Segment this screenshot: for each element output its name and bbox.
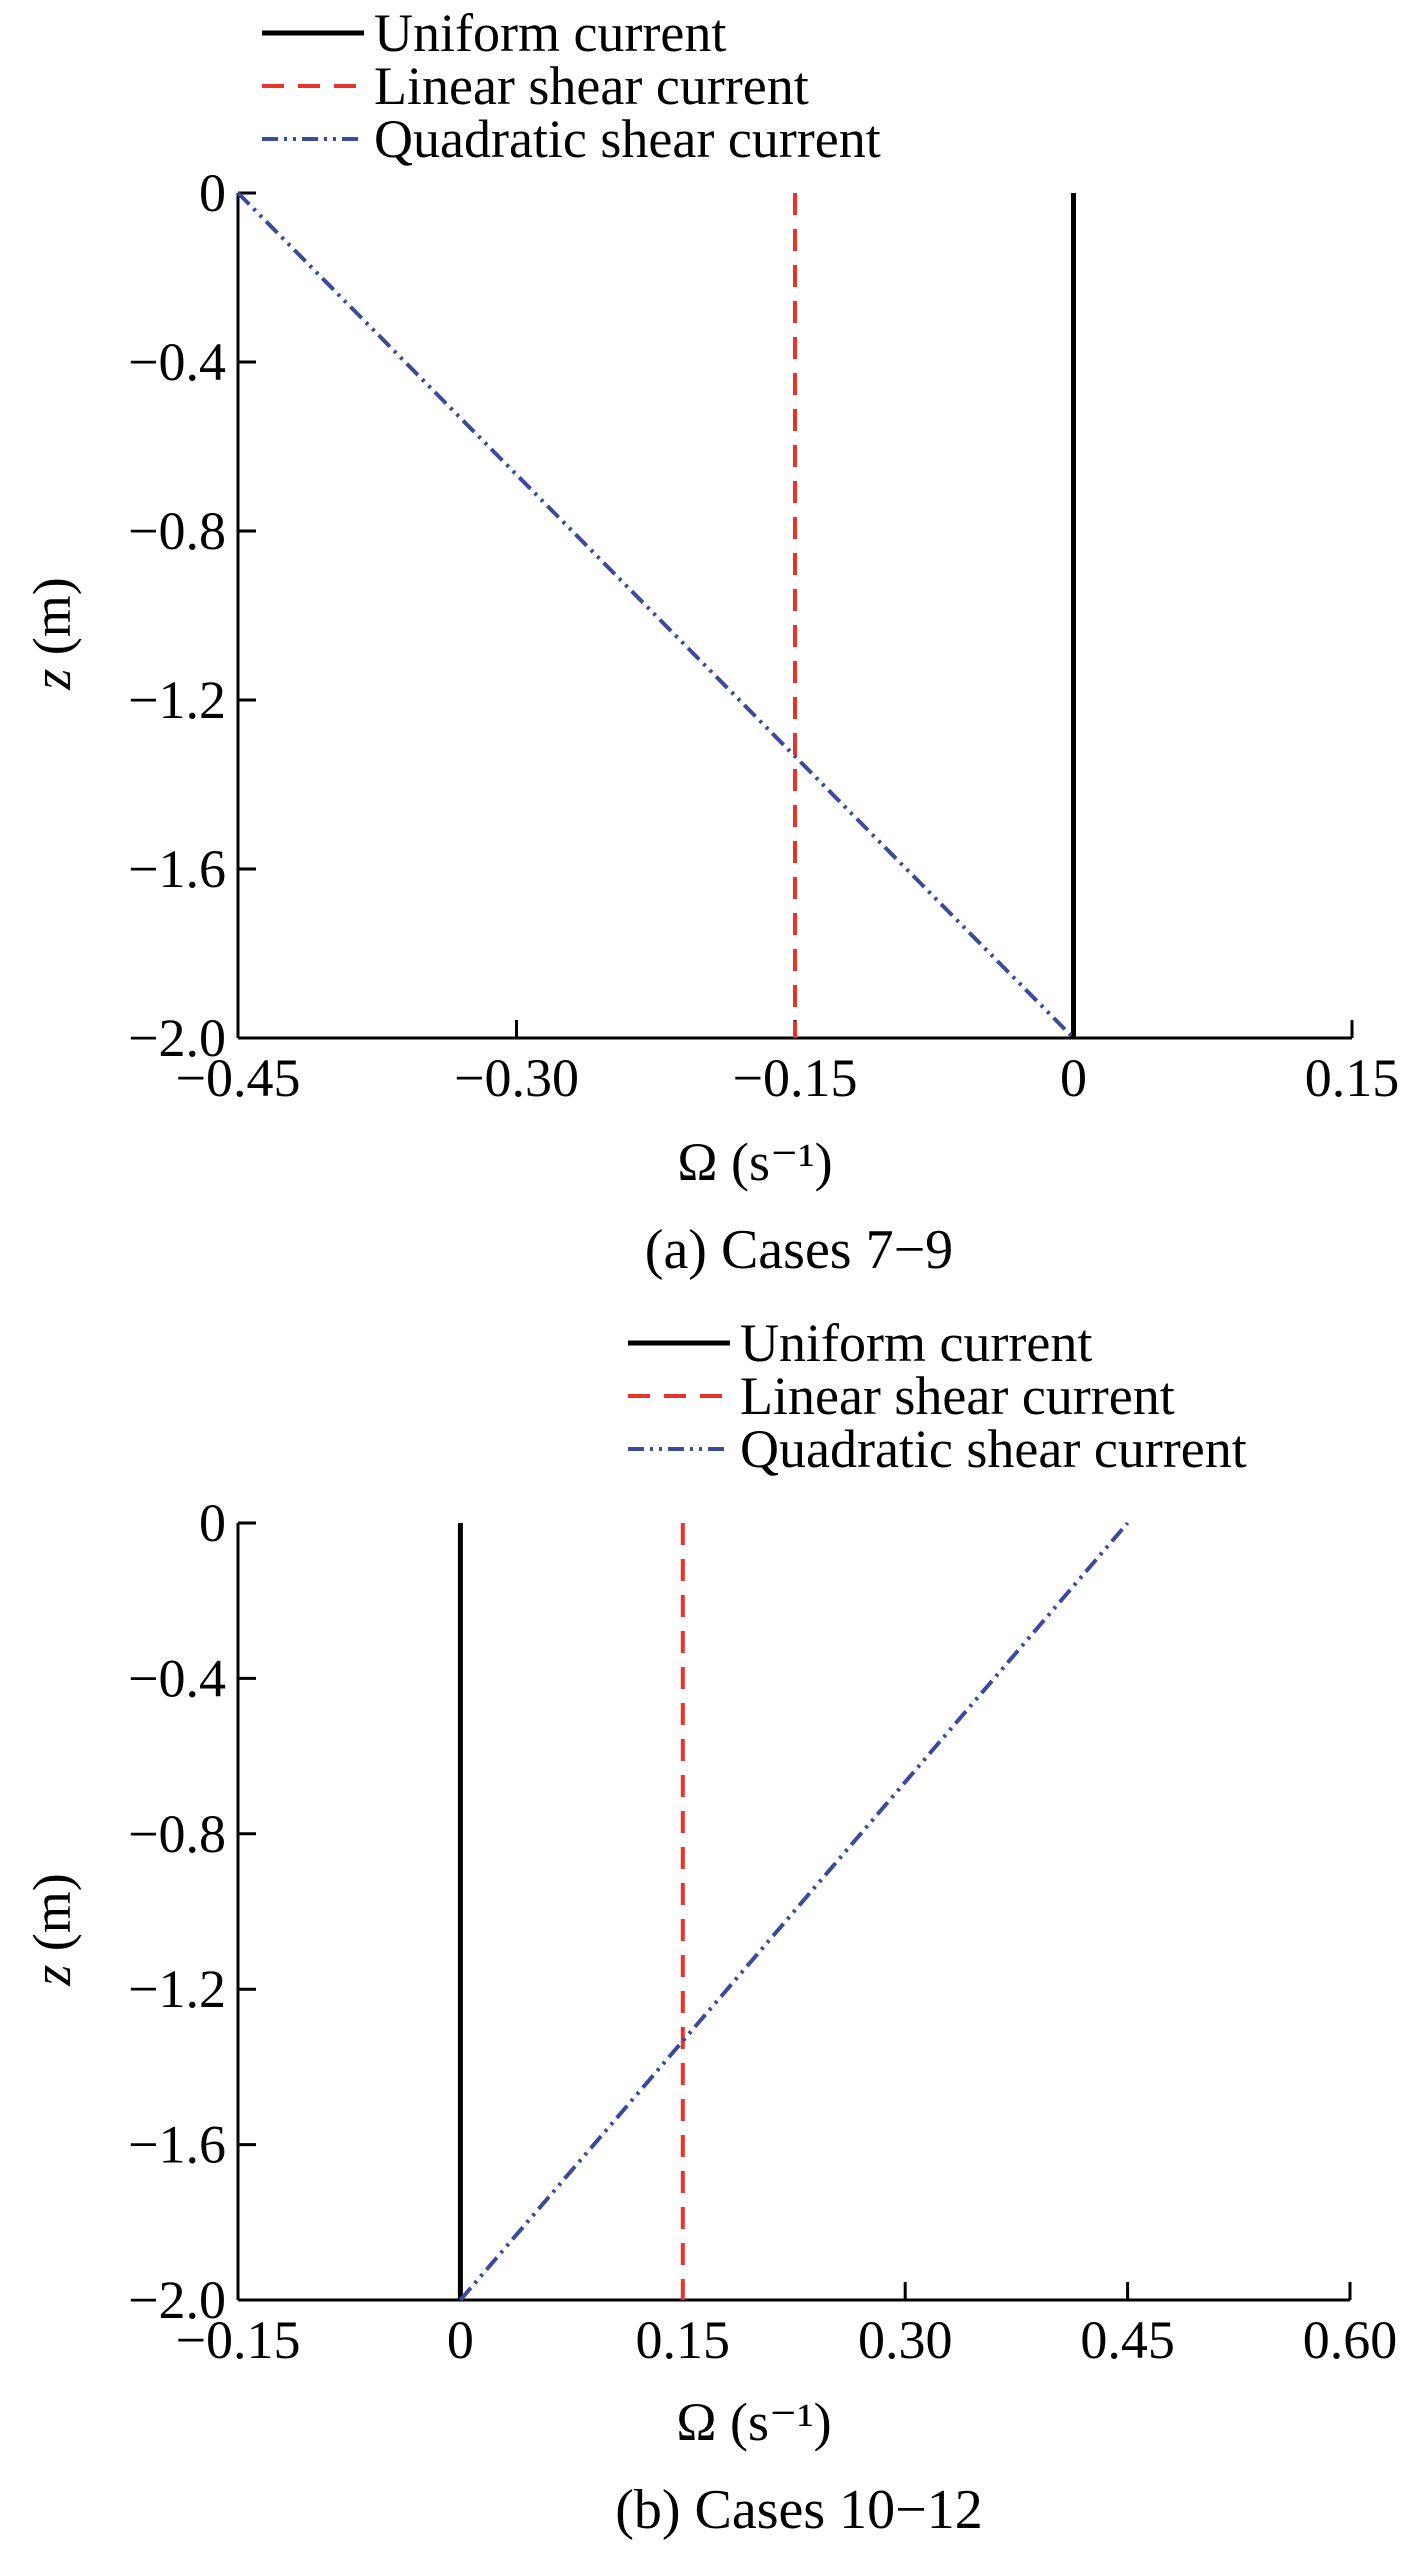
x-tick-label: 0.15 bbox=[1305, 1048, 1400, 1108]
y-tick-label: −0.8 bbox=[128, 501, 226, 561]
panel-caption: (b) Cases 10−12 bbox=[615, 2479, 983, 2541]
series-line-quadratic-shear-current bbox=[236, 191, 1075, 1040]
x-tick-label: −0.30 bbox=[454, 1048, 579, 1108]
x-tick-label: 0.15 bbox=[636, 2310, 731, 2370]
x-tick-label: −0.15 bbox=[176, 2310, 301, 2370]
x-tick-label: 0 bbox=[447, 2310, 474, 2370]
y-tick-label: −2.0 bbox=[128, 2270, 226, 2330]
legend-label: Linear shear current bbox=[374, 56, 809, 116]
y-axis-title: z (m) bbox=[22, 577, 82, 690]
series-line-quadratic-shear-current bbox=[458, 1521, 1130, 2302]
panel-caption: (a) Cases 7−9 bbox=[645, 1219, 953, 1281]
x-tick-label: −0.15 bbox=[733, 1048, 858, 1108]
y-tick-label: −2.0 bbox=[128, 1008, 226, 1068]
y-tick-label: −1.2 bbox=[128, 670, 226, 730]
legend-label: Quadratic shear current bbox=[374, 109, 881, 169]
y-tick-label: −0.4 bbox=[128, 332, 226, 392]
y-axis-variable: z bbox=[22, 669, 82, 691]
y-axis-unit: (m) bbox=[22, 577, 82, 668]
x-tick-label: 0.30 bbox=[858, 2310, 953, 2370]
x-tick-label: 0.45 bbox=[1080, 2310, 1175, 2370]
y-axis-title: z (m) bbox=[22, 1873, 82, 1986]
y-tick-label: −0.8 bbox=[128, 1804, 226, 1864]
x-axis-title: Ω (s⁻¹) bbox=[676, 2392, 831, 2452]
x-tick-label: −0.45 bbox=[176, 1048, 301, 1108]
y-tick-label: −1.2 bbox=[128, 1959, 226, 2019]
y-tick-label: −1.6 bbox=[128, 2115, 226, 2175]
y-tick-label: 0 bbox=[199, 163, 226, 223]
y-tick-label: 0 bbox=[199, 1493, 226, 1553]
y-axis-variable: z bbox=[22, 1965, 82, 1987]
y-tick-label: −0.4 bbox=[128, 1648, 226, 1708]
legend-label: Uniform current bbox=[740, 1313, 1092, 1373]
y-axis-unit: (m) bbox=[22, 1873, 82, 1964]
legend-label: Quadratic shear current bbox=[740, 1419, 1247, 1479]
x-tick-label: 0 bbox=[1060, 1048, 1087, 1108]
y-tick-label: −1.6 bbox=[128, 839, 226, 899]
legend-label: Linear shear current bbox=[740, 1366, 1175, 1426]
x-axis-title: Ω (s⁻¹) bbox=[677, 1132, 832, 1192]
x-tick-label: 0.60 bbox=[1303, 2310, 1398, 2370]
panel-a: 0 −0.4 −0.8 −1.2 −1.6 −2.0−0.45 −0.30 −0.15 0 0.1… bbox=[22, 3, 1399, 1281]
panel-b: 0 −0.4 −0.8 −1.2 −1.6 −2.0−0.15 0 0.15 0.30 0.45 0… bbox=[22, 1313, 1397, 2541]
legend-label: Uniform current bbox=[374, 3, 726, 63]
